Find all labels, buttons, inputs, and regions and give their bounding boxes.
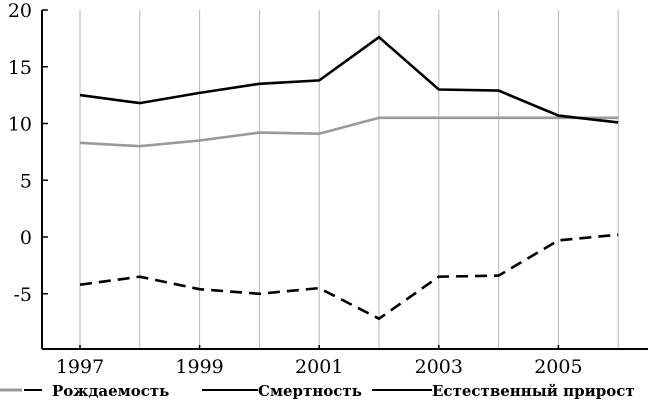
series-lines	[79, 35, 619, 321]
grid-lines	[79, 10, 619, 349]
y-tick-label-0: 0	[20, 227, 32, 249]
y-tick-label-20: 20	[8, 0, 32, 22]
x-axis-ticks: 1997 1999 2001 2003 2005	[56, 345, 583, 378]
x-tick-label-2001: 2001	[295, 356, 343, 378]
y-tick-label--5: -5	[13, 284, 32, 306]
legend-label-natural-increase: Естественный прирост	[432, 382, 635, 400]
legend-label-death-rate: Смертность	[258, 382, 362, 400]
series-line-birth-rate	[79, 116, 619, 148]
series-line-natural-increase	[79, 233, 619, 321]
x-tick-label-2003: 2003	[415, 356, 463, 378]
x-tick-label-1999: 1999	[175, 356, 223, 378]
legend: Рождаемость Смертность Естественный прирос…	[0, 382, 635, 400]
x-tick-label-2005: 2005	[534, 356, 582, 378]
legend-label-birth-rate: Рождаемость	[52, 382, 169, 400]
y-axis-ticks: 20 15 10 5 0 -5	[8, 0, 48, 306]
y-tick-label-10: 10	[8, 114, 32, 136]
x-tick-label-1997: 1997	[56, 356, 104, 378]
series-line-death-rate	[79, 35, 619, 124]
y-tick-label-15: 15	[8, 57, 32, 79]
y-tick-label-5: 5	[20, 170, 32, 192]
